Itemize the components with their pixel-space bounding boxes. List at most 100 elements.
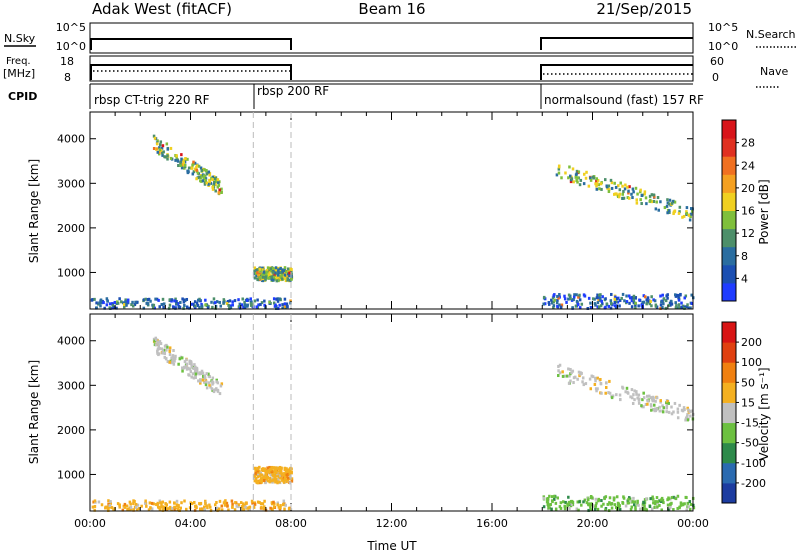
echo-cell [257, 269, 260, 273]
echo-cell [245, 298, 249, 302]
echo-cell [665, 401, 668, 405]
echo-cell [662, 297, 666, 301]
echo-cell [279, 476, 283, 480]
echo-cell [626, 185, 629, 189]
echo-cell [579, 178, 583, 182]
echo-cell [214, 503, 217, 507]
echo-cell [684, 418, 687, 422]
echo-cell [632, 393, 635, 397]
echo-cell [658, 405, 661, 409]
colorbar-swatch [722, 282, 736, 302]
echo-cell [197, 379, 200, 383]
echo-cell [588, 377, 592, 381]
echo-cell [120, 300, 123, 304]
echo-cell [610, 181, 614, 185]
echo-cell [272, 500, 275, 504]
echo-cell [624, 504, 628, 508]
echo-cell [195, 301, 199, 305]
echo-cell [253, 299, 257, 303]
echo-cell [615, 495, 619, 499]
echo-cell [93, 297, 96, 301]
echo-cell [595, 187, 599, 191]
echo-cell [289, 301, 292, 305]
echo-cell [193, 370, 197, 374]
echo-cell [645, 298, 648, 302]
echo-cell [211, 187, 215, 191]
echo-cell [563, 506, 567, 510]
echo-cell [180, 166, 184, 170]
echo-cell [264, 480, 267, 484]
echo-cell [594, 497, 598, 501]
colorbar-swatch [722, 246, 736, 266]
echo-cell [192, 302, 195, 306]
echo-cell [658, 409, 662, 413]
echo-cell [152, 502, 155, 506]
echo-cell [610, 506, 614, 510]
echo-cell [289, 477, 292, 481]
echo-cell [625, 300, 629, 304]
echo-cell [589, 505, 592, 509]
echo-cell [151, 303, 154, 307]
echo-cell [187, 166, 191, 170]
echo-cell [263, 299, 266, 303]
echo-cell [265, 269, 269, 273]
echo-cell [650, 200, 653, 204]
echo-cell [216, 508, 219, 512]
echo-cell [599, 382, 603, 386]
echo-cell [267, 276, 271, 280]
echo-cell [644, 196, 648, 200]
echo-cell [103, 306, 106, 310]
echo-cell [646, 402, 649, 406]
echo-cell [174, 306, 177, 310]
echo-cell [634, 505, 637, 509]
echo-cell [276, 299, 280, 303]
echo-cell [153, 306, 156, 310]
echo-cell [552, 306, 555, 310]
echo-cell [692, 506, 696, 510]
echo-cell [559, 305, 563, 309]
echo-cell [626, 390, 629, 394]
echo-cell [179, 300, 182, 304]
echo-cell [167, 306, 171, 310]
echo-cell [552, 304, 556, 308]
echo-cell [634, 301, 637, 305]
echo-cell [182, 366, 186, 370]
echo-cell [275, 272, 279, 276]
echo-cell [285, 302, 289, 306]
echo-cell [277, 279, 280, 283]
echo-cell [159, 143, 162, 147]
echo-cell [563, 374, 566, 378]
echo-cell [563, 294, 566, 298]
colorbar-tick-label: 12 [741, 227, 755, 240]
echo-cell [211, 388, 214, 392]
echo-cell [661, 498, 665, 502]
echo-cell [638, 298, 641, 302]
echo-cell [126, 298, 130, 302]
echo-cell [628, 296, 632, 300]
echo-cell [595, 184, 598, 188]
echo-cell [547, 302, 551, 306]
echo-cell [680, 301, 683, 305]
echo-cell [659, 294, 662, 298]
echo-cell [202, 376, 205, 380]
echo-cell [219, 384, 223, 388]
echo-cell [627, 496, 631, 500]
echo-cell [575, 507, 579, 511]
echo-cell [161, 153, 164, 157]
echo-cell [675, 304, 678, 308]
echo-cell [664, 299, 668, 303]
echo-cell [272, 301, 276, 305]
echo-cell [183, 160, 187, 164]
echo-cell [156, 503, 159, 507]
echo-cell [649, 198, 652, 202]
echo-cell [260, 477, 263, 481]
echo-cell [115, 302, 119, 306]
echo-cell [201, 179, 205, 183]
echo-cell [151, 306, 155, 310]
echo-cell [569, 367, 572, 371]
echo-cell [218, 392, 222, 396]
echo-cell [159, 501, 162, 505]
echo-cell [690, 293, 693, 297]
echo-cell [645, 202, 648, 206]
echo-cell [622, 495, 625, 499]
